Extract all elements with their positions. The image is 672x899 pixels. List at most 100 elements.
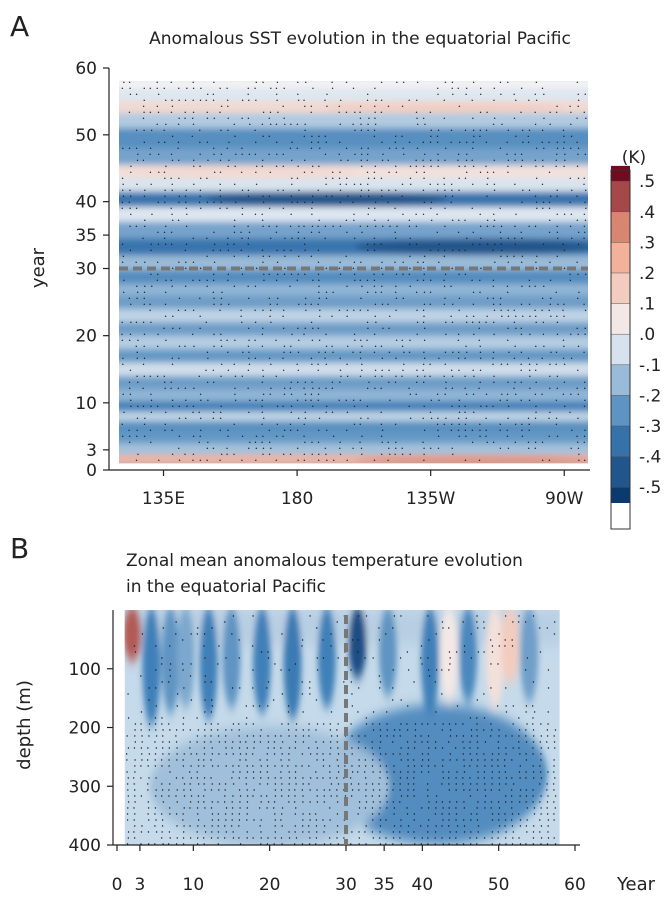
significance-dot xyxy=(252,735,255,737)
significance-dot xyxy=(556,321,559,323)
significance-dot xyxy=(498,783,501,785)
temperature-plume xyxy=(459,610,478,703)
significance-dot xyxy=(121,261,124,263)
significance-dot xyxy=(351,693,353,695)
significance-dot xyxy=(339,273,342,275)
significance-dot xyxy=(192,111,195,113)
significance-dot xyxy=(296,447,299,449)
significance-dot xyxy=(272,699,275,701)
significance-dot xyxy=(267,837,269,839)
significance-dot xyxy=(443,279,445,281)
significance-dot xyxy=(217,663,219,665)
significance-dot xyxy=(220,201,222,203)
significance-dot xyxy=(248,99,250,101)
significance-dot xyxy=(339,183,341,185)
significance-dot xyxy=(549,303,551,305)
significance-dot xyxy=(375,99,377,101)
significance-dot xyxy=(423,315,425,317)
significance-dot xyxy=(497,765,499,767)
significance-dot xyxy=(129,93,132,95)
significance-dot xyxy=(492,297,495,299)
significance-dot xyxy=(399,837,401,839)
significance-dot xyxy=(540,735,543,737)
significance-dot xyxy=(457,333,460,335)
significance-dot xyxy=(476,843,478,845)
significance-dot xyxy=(555,291,557,293)
significance-dot xyxy=(200,87,202,89)
significance-dot xyxy=(288,735,290,737)
significance-dot xyxy=(576,117,578,119)
significance-dot xyxy=(253,819,255,821)
significance-dot xyxy=(441,747,444,749)
significance-dot xyxy=(339,171,341,173)
significance-dot xyxy=(248,447,250,449)
significance-dot xyxy=(483,837,486,839)
colorbar-swatch xyxy=(611,242,630,259)
significance-dot xyxy=(330,633,332,635)
significance-dot xyxy=(499,423,501,425)
sst-band-core xyxy=(355,238,588,256)
significance-dot xyxy=(520,381,522,383)
significance-dot xyxy=(188,771,191,773)
colorbar-swatch xyxy=(611,211,630,228)
significance-dot xyxy=(315,837,318,839)
significance-dot xyxy=(204,681,206,683)
significance-dot xyxy=(176,693,179,695)
significance-dot xyxy=(182,813,184,815)
significance-dot xyxy=(263,417,265,419)
significance-dot xyxy=(351,753,353,755)
significance-dot xyxy=(183,795,186,797)
significance-dot xyxy=(366,405,368,407)
significance-dot xyxy=(465,141,468,143)
significance-dot xyxy=(392,801,395,803)
significance-dot xyxy=(163,87,165,89)
significance-dot xyxy=(466,351,468,353)
significance-dot xyxy=(449,759,451,761)
significance-dot xyxy=(534,309,536,311)
sst-band xyxy=(119,375,588,390)
significance-dot xyxy=(182,669,184,671)
significance-dot xyxy=(520,327,522,329)
significance-dot xyxy=(583,351,585,353)
significance-dot xyxy=(294,771,297,773)
significance-dot xyxy=(309,837,311,839)
significance-dot xyxy=(374,111,376,113)
significance-dot xyxy=(128,201,130,203)
significance-dot xyxy=(358,831,360,833)
significance-dot xyxy=(365,717,368,719)
significance-dot xyxy=(548,231,551,233)
significance-dot xyxy=(430,129,433,131)
significance-dot xyxy=(142,237,144,239)
significance-dot xyxy=(371,813,374,815)
significance-dot xyxy=(373,135,376,137)
significance-dot xyxy=(220,405,222,407)
significance-dot xyxy=(290,381,292,383)
significance-dot xyxy=(423,303,426,305)
significance-dot xyxy=(246,789,248,791)
significance-dot xyxy=(569,279,572,281)
colorbar-tick-label: -.5 xyxy=(639,478,661,498)
significance-dot xyxy=(416,321,419,323)
significance-dot xyxy=(225,765,227,767)
significance-dot xyxy=(407,759,409,761)
significance-dot xyxy=(507,381,509,383)
significance-dot xyxy=(351,771,354,773)
significance-dot xyxy=(276,435,278,437)
significance-dot xyxy=(452,351,454,353)
significance-dot xyxy=(232,771,234,773)
significance-dot xyxy=(288,747,291,749)
significance-dot xyxy=(528,99,530,101)
significance-dot xyxy=(333,459,335,461)
significance-dot xyxy=(422,417,424,419)
significance-dot xyxy=(441,783,443,785)
significance-dot xyxy=(352,87,355,89)
significance-dot xyxy=(401,183,404,185)
significance-dot xyxy=(203,825,206,827)
significance-dot xyxy=(175,777,178,779)
significance-dot xyxy=(155,795,157,797)
significance-dot xyxy=(178,297,181,299)
significance-dot xyxy=(219,207,221,209)
significance-dot xyxy=(525,729,527,731)
significance-dot xyxy=(563,345,565,347)
significance-dot xyxy=(268,135,270,137)
